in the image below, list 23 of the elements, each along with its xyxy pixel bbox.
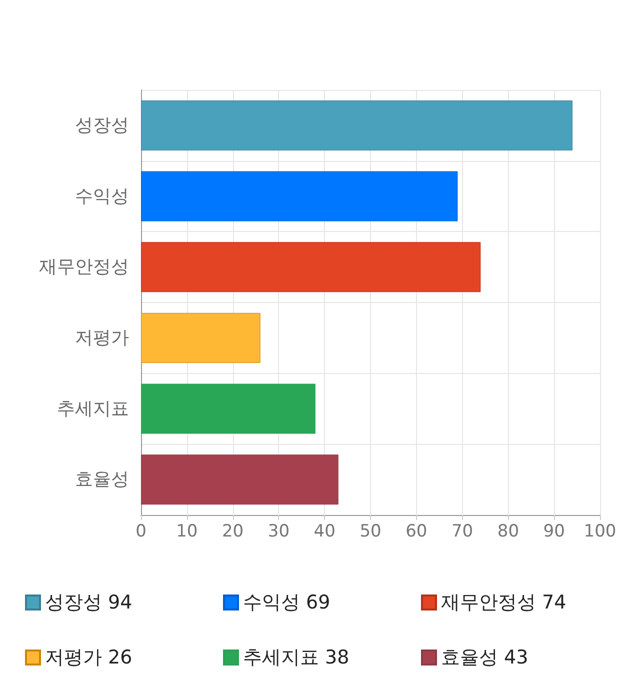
legend-label: 성장성 94 (45, 592, 132, 614)
legend-label: 추세지표 38 (243, 646, 350, 668)
x-tick-label: 20 (222, 522, 244, 542)
x-tick-label: 70 (451, 522, 474, 542)
y-tick-label: 수익성 (75, 186, 129, 207)
y-tick-label: 추세지표 (57, 398, 129, 420)
x-tick-label: 60 (406, 522, 428, 542)
x-tick-label: 40 (314, 522, 336, 542)
x-tick-label: 10 (176, 522, 198, 542)
x-tick-label: 50 (360, 522, 382, 542)
x-tick-label: 0 (136, 522, 146, 542)
legend-label: 수익성 69 (243, 592, 330, 614)
y-tick-label: 저평가 (75, 327, 129, 348)
legend-label: 효율성 43 (441, 646, 528, 668)
legend-label: 저평가 26 (45, 646, 132, 668)
y-tick-label: 성장성 (75, 114, 129, 136)
x-tick-label: 30 (268, 522, 290, 542)
legend-label: 재무안정성 74 (441, 592, 566, 614)
x-tick-label: 100 (584, 522, 616, 542)
y-tick-label: 재무안정성 (39, 256, 129, 278)
y-tick-label: 효율성 (75, 469, 129, 490)
x-tick-label: 80 (497, 522, 520, 542)
x-tick-label: 90 (543, 522, 565, 542)
